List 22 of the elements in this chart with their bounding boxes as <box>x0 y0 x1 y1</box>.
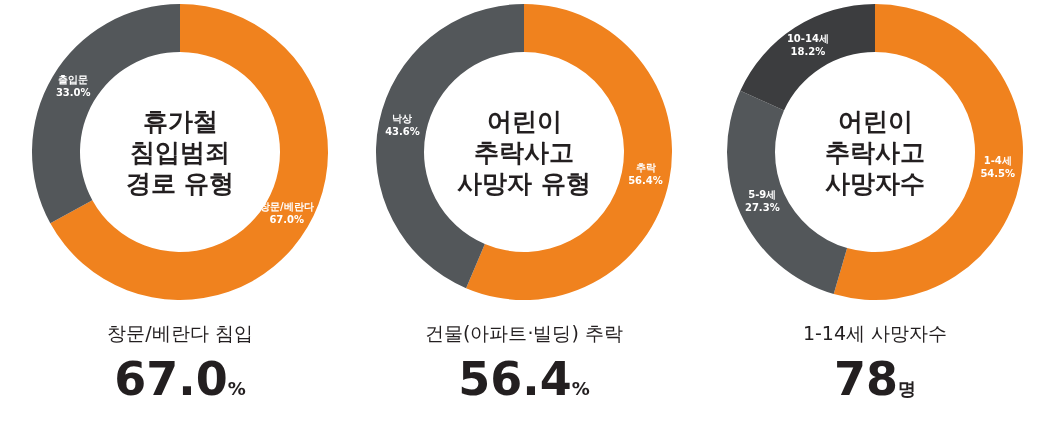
text: 창문/베란다 침입 <box>107 322 253 344</box>
data-label: 54.5% <box>980 167 1016 179</box>
text: 건물(아파트·빌딩) 추락 <box>425 322 623 344</box>
text: 78명 <box>833 352 917 406</box>
text: 67.0% <box>114 352 246 406</box>
text: 56.4% <box>458 352 590 406</box>
data-label: 33.0% <box>55 87 91 99</box>
slice-label: 10-14세 <box>786 33 829 45</box>
data-label: 67.0% <box>269 213 305 225</box>
text: 어린이 추락사고 사망자 유형 <box>457 107 591 198</box>
data-label: 27.3% <box>744 202 780 214</box>
text: 어린이 추락사고 사망자수 <box>825 107 925 198</box>
slice-label: 추락 <box>635 162 656 174</box>
data-label: 43.6% <box>385 125 420 137</box>
slice-label: 1-4세 <box>983 154 1012 166</box>
data-label: 18.2% <box>790 46 826 58</box>
data-label: 56.4% <box>628 175 663 187</box>
text: 휴가철 침입범죄 경로 유형 <box>125 107 235 198</box>
text: 1-14세 사망자수 <box>802 322 948 344</box>
slice-label: 낙상 <box>392 112 413 124</box>
slice-label: 5-9세 <box>748 189 777 201</box>
slice-label: 출입문 <box>58 74 89 86</box>
